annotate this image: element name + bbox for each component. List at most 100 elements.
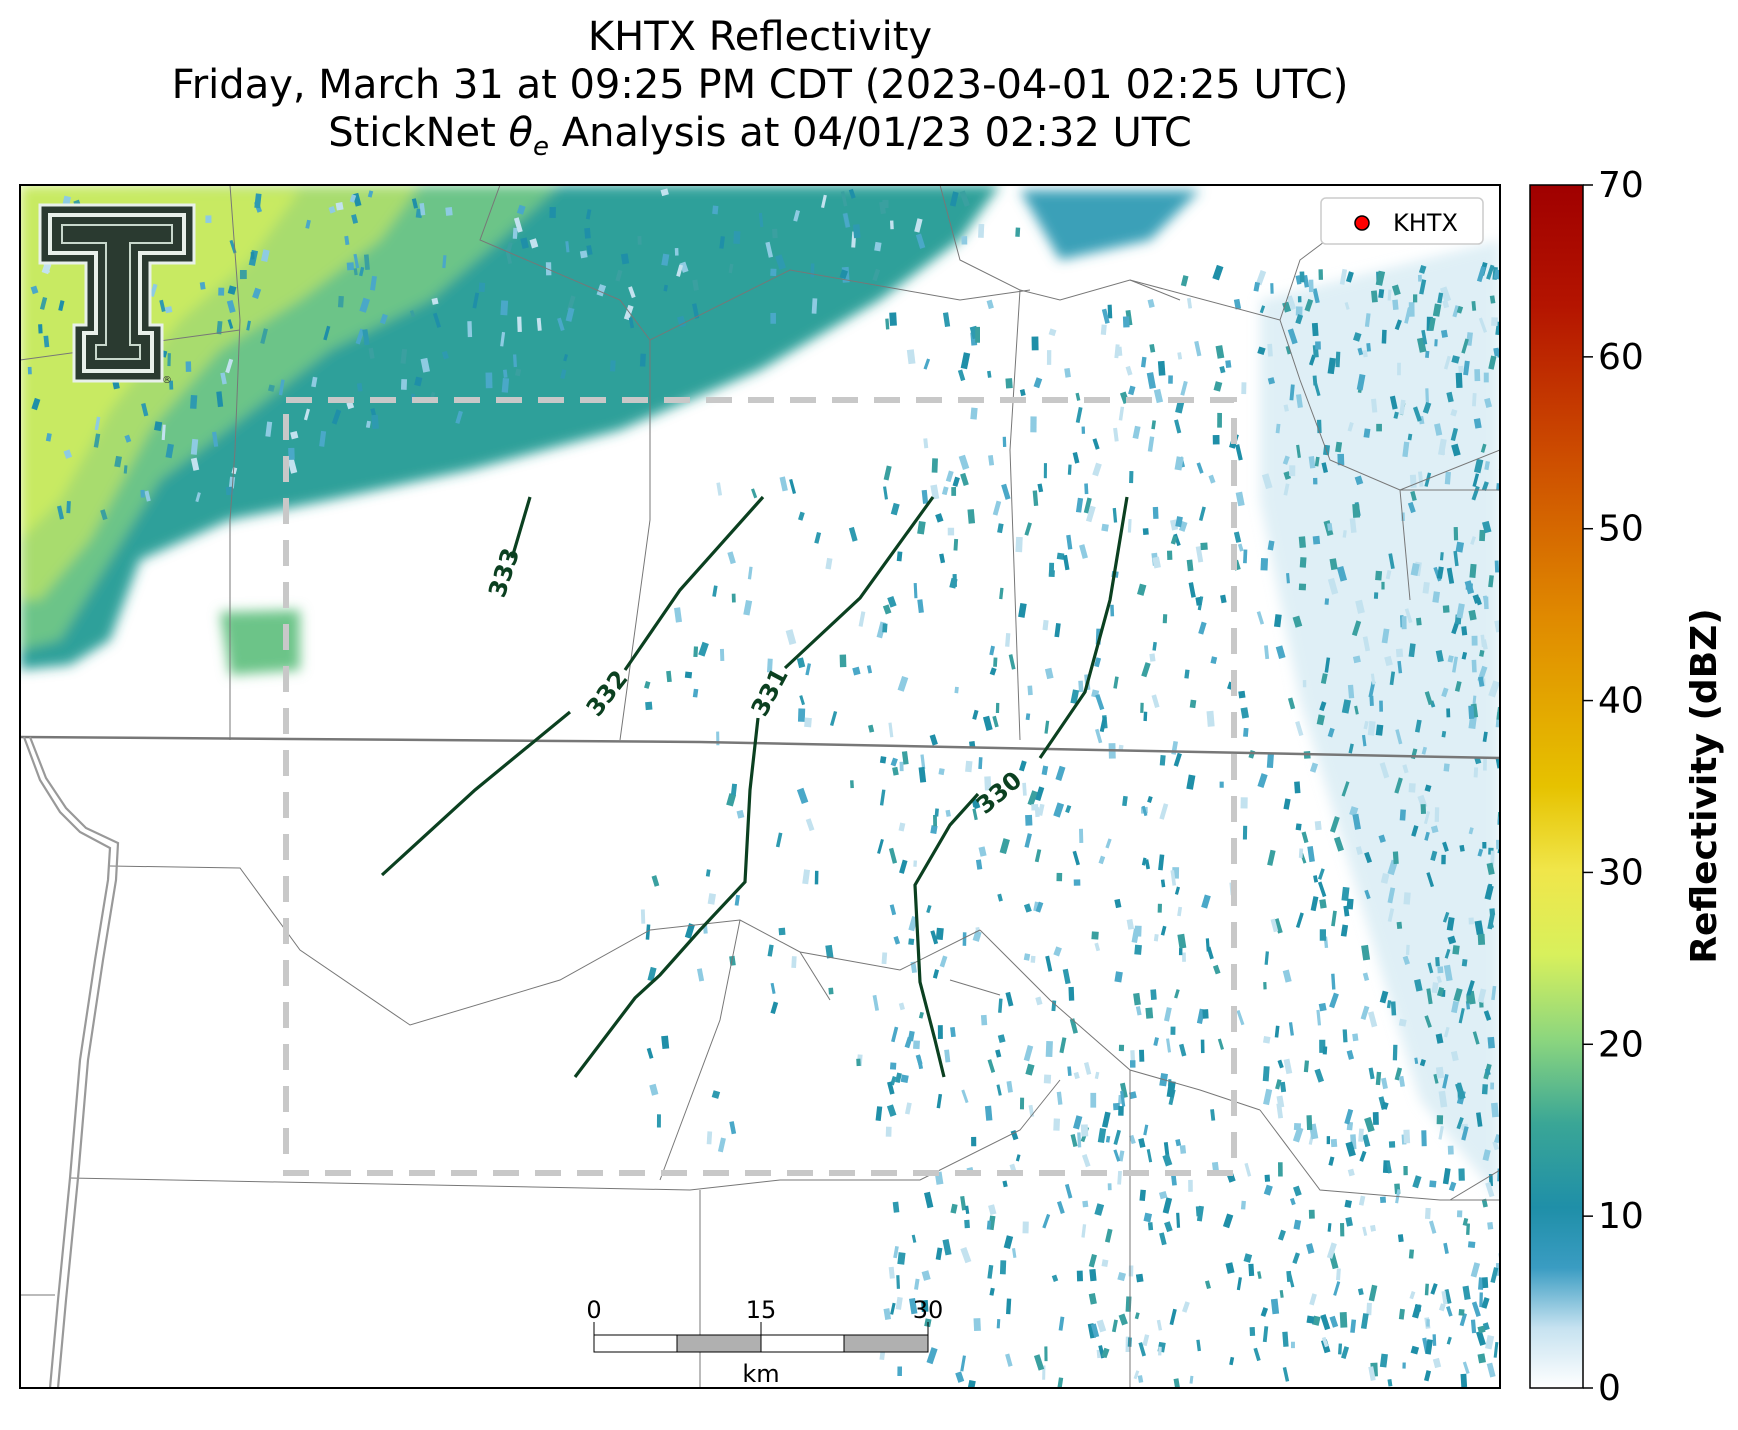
reflectivity-speckle — [1379, 990, 1389, 1004]
reflectivity-speckle — [988, 454, 995, 466]
reflectivity-speckle — [899, 761, 904, 772]
reflectivity-speckle — [1295, 721, 1304, 737]
legend-label: KHTX — [1393, 209, 1458, 237]
reflectivity-speckle — [961, 236, 968, 245]
reflectivity-speckle — [1340, 924, 1349, 937]
reflectivity-speckle — [1447, 935, 1457, 945]
reflectivity-speckle — [1317, 868, 1325, 880]
reflectivity-speckle — [566, 295, 576, 312]
reflectivity-speckle — [908, 938, 915, 946]
reflectivity-speckle — [1292, 1252, 1300, 1264]
reflectivity-speckle — [1349, 806, 1359, 817]
reflectivity-speckle — [889, 1062, 897, 1070]
reflectivity-speckle — [1153, 934, 1159, 942]
reflectivity-speckle — [729, 1121, 737, 1135]
reflectivity-speckle — [1141, 805, 1148, 817]
reflectivity-speckle — [1409, 474, 1417, 488]
reflectivity-speckle — [1179, 1145, 1187, 1154]
reflectivity-speckle — [1164, 1007, 1172, 1022]
reflectivity-speckle — [1001, 483, 1011, 500]
reflectivity-speckle — [1289, 1197, 1296, 1206]
reflectivity-speckle — [356, 382, 363, 392]
reflectivity-speckle — [917, 599, 924, 613]
reflectivity-speckle — [1030, 416, 1037, 433]
reflectivity-speckle — [1341, 1346, 1350, 1360]
reflectivity-speckle — [1159, 1232, 1167, 1246]
reflectivity-speckle — [1314, 456, 1320, 467]
reflectivity-speckle — [1367, 1011, 1378, 1028]
reflectivity-speckle — [1138, 1138, 1146, 1148]
reflectivity-speckle — [1381, 581, 1385, 590]
reflectivity-speckle — [1319, 899, 1327, 909]
reflectivity-speckle — [1070, 689, 1080, 704]
reflectivity-speckle — [1434, 339, 1438, 347]
reflectivity-speckle — [1270, 1298, 1280, 1315]
colorbar-gradient — [1529, 184, 1584, 1389]
reflectivity-speckle — [1264, 645, 1270, 660]
reflectivity-speckle — [1321, 462, 1329, 473]
reflectivity-speckle — [1398, 1018, 1407, 1027]
reflectivity-speckle — [858, 611, 866, 627]
reflectivity-speckle — [1486, 883, 1493, 897]
reflectivity-speckle — [951, 487, 957, 496]
reflectivity-speckle — [770, 268, 777, 277]
reflectivity-speckle — [1443, 964, 1453, 982]
reflectivity-speckle — [1424, 1283, 1429, 1296]
reflectivity-speckle — [960, 1195, 967, 1211]
reflectivity-speckle — [513, 217, 523, 233]
reflectivity-speckle — [1318, 269, 1324, 280]
reflectivity-speckle — [1056, 1200, 1065, 1214]
reflectivity-speckle — [1450, 1050, 1459, 1062]
reflectivity-speckle — [1462, 1217, 1469, 1226]
reflectivity-speckle — [962, 932, 967, 946]
reflectivity-speckle — [1321, 1336, 1329, 1348]
reflectivity-speckle — [1118, 1106, 1124, 1116]
reflectivity-speckle — [1024, 522, 1032, 536]
reflectivity-speckle — [1455, 372, 1463, 389]
reflectivity-speckle — [1486, 264, 1495, 280]
reflectivity-speckle — [1094, 1203, 1105, 1216]
reflectivity-speckle — [987, 370, 992, 378]
reflectivity-speckle — [960, 1247, 972, 1264]
reflectivity-speckle — [1358, 1195, 1366, 1206]
reflectivity-speckle — [960, 472, 969, 486]
contour-label-332: 332 — [581, 665, 634, 722]
reflectivity-speckle — [239, 270, 247, 280]
reflectivity-speckle — [775, 254, 787, 270]
reflectivity-speckle — [1386, 1161, 1392, 1174]
reflectivity-speckle — [1083, 497, 1092, 514]
reflectivity-speckle — [1443, 763, 1450, 772]
reflectivity-speckle — [1472, 1031, 1480, 1045]
reflectivity-speckle — [1166, 550, 1173, 561]
reflectivity-speckle — [1037, 803, 1045, 816]
reflectivity-speckle — [1162, 1154, 1173, 1167]
reflectivity-speckle — [359, 266, 365, 277]
reflectivity-speckle — [1375, 1071, 1382, 1086]
reflectivity-speckle — [1194, 340, 1202, 357]
reflectivity-speckle — [887, 1081, 895, 1095]
reflectivity-speckle — [868, 724, 875, 733]
reflectivity-speckle — [355, 328, 365, 345]
reflectivity-speckle — [1337, 453, 1345, 466]
reflectivity-speckle — [1164, 1221, 1173, 1233]
reflectivity-speckle — [1186, 774, 1196, 790]
reflectivity-speckle — [226, 299, 236, 314]
reflectivity-speckle — [1110, 604, 1115, 617]
reflectivity-speckle — [972, 930, 982, 942]
reflectivity-speckle — [1482, 841, 1487, 849]
reflectivity-speckle — [1456, 1210, 1463, 1218]
reflectivity-speckle — [1322, 1046, 1328, 1055]
reflectivity-speckle — [1292, 615, 1303, 628]
reflectivity-speckle — [987, 1059, 996, 1073]
reflectivity-speckle — [1461, 651, 1468, 660]
reflectivity-speckle — [1112, 507, 1118, 523]
reflectivity-speckle — [441, 350, 449, 360]
reflectivity-speckle — [529, 238, 539, 249]
reflectivity-speckle — [1118, 1044, 1125, 1052]
reflectivity-speckle — [995, 702, 1000, 714]
reflectivity-speckle — [1238, 690, 1246, 699]
reflectivity-speckle — [1034, 849, 1042, 863]
reflectivity-speckle — [1125, 365, 1133, 376]
reflectivity-speckle — [1438, 1090, 1448, 1108]
reflectivity-speckle — [1394, 1067, 1403, 1081]
